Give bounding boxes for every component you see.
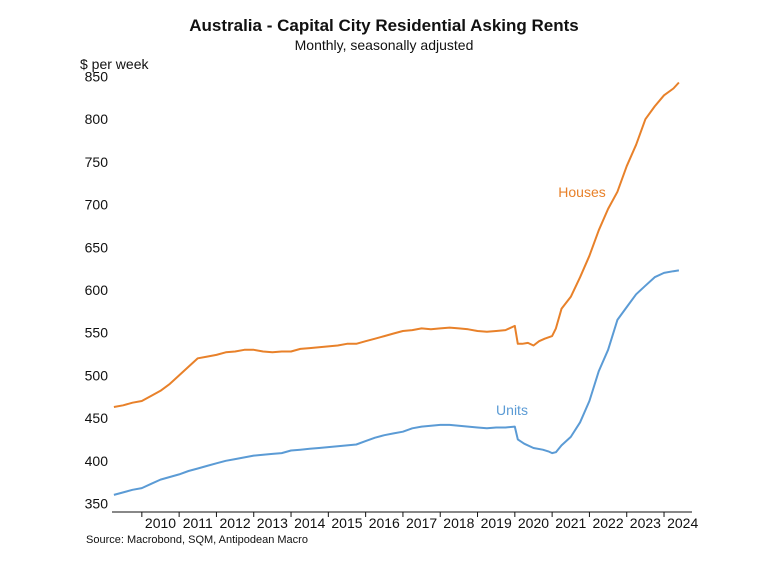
y-tick-label: 700: [85, 197, 109, 213]
y-axis-label: $ per week: [80, 56, 149, 72]
y-tick-label: 450: [85, 410, 109, 426]
x-tick-label: 2015: [331, 515, 362, 531]
x-tick-label: 2021: [555, 515, 586, 531]
x-tick-label: 2018: [443, 515, 474, 531]
y-tick-label: 350: [85, 495, 109, 511]
x-tick-label: 2024: [667, 515, 698, 531]
y-tick-label: 650: [85, 239, 109, 255]
series-line-units: [113, 269, 680, 496]
chart-subtitle: Monthly, seasonally adjusted: [294, 37, 474, 53]
x-tick-label: 2022: [592, 515, 623, 531]
x-tick-label: 2023: [630, 515, 661, 531]
x-tick-label: 2017: [406, 515, 437, 531]
y-tick-label: 850: [85, 69, 109, 85]
chart-title: Australia - Capital City Residential Ask…: [189, 16, 579, 35]
y-tick-label: 550: [85, 325, 109, 341]
x-tick-labels: 2010 2011 2012 2013 2014 2015 2016 2017 2018 2019…: [141, 512, 698, 531]
y-tick-label: 400: [85, 453, 109, 469]
series-annotations: Houses Units: [496, 184, 606, 418]
y-tick-label: 750: [85, 154, 109, 170]
y-tick-label: 600: [85, 282, 109, 298]
series-lines: [113, 81, 680, 496]
x-tick-label: 2012: [220, 515, 251, 531]
x-tick-label: 2020: [518, 515, 549, 531]
y-tick-label: 800: [85, 111, 109, 127]
y-tick-labels: 350 400 450 500 550 600 650 700 750 800 850: [85, 69, 109, 512]
source-note: Source: Macrobond, SQM, Antipodean Macro: [86, 534, 308, 546]
x-tick-label: 2019: [481, 515, 512, 531]
series-line-houses: [113, 81, 680, 408]
x-tick-label: 2014: [294, 515, 325, 531]
x-tick-label: 2010: [145, 515, 176, 531]
y-tick-label: 500: [85, 367, 109, 383]
x-tick-label: 2011: [183, 515, 213, 531]
x-tick-label: 2016: [369, 515, 400, 531]
annotation-units: Units: [496, 402, 528, 418]
annotation-houses: Houses: [558, 184, 605, 200]
x-tick-label: 2013: [257, 515, 288, 531]
